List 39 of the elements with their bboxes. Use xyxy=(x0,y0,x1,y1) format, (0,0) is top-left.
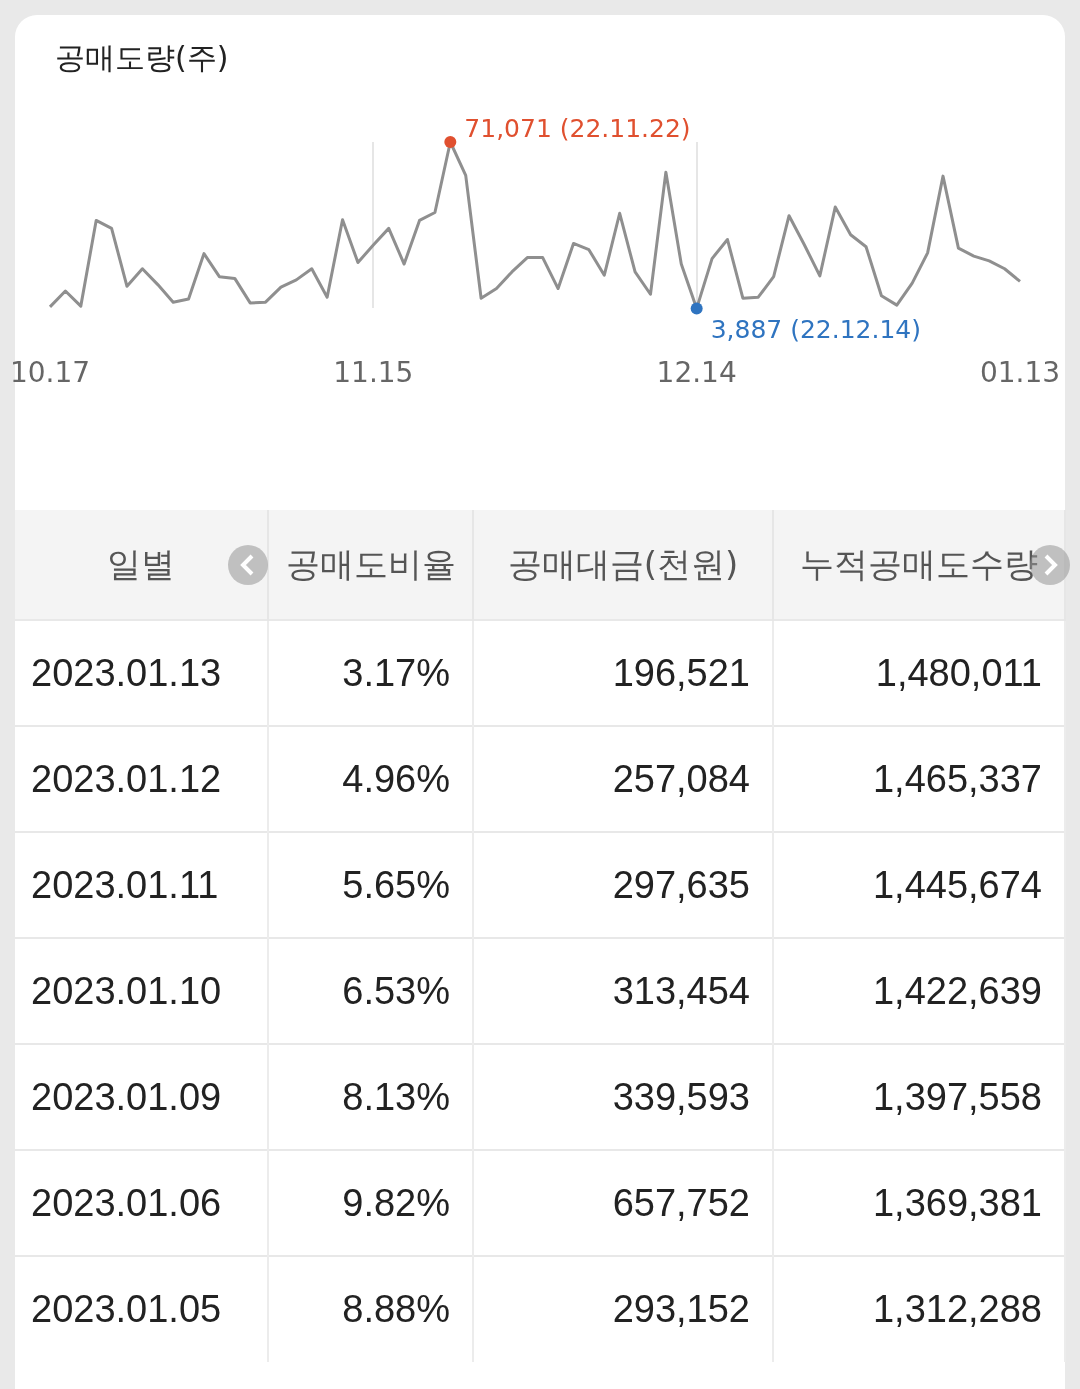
data-label: 5.65% xyxy=(268,832,473,938)
data-label: 339,593 xyxy=(473,1044,773,1150)
category-label: 2023.01.09 xyxy=(15,1044,268,1150)
data-label: 293,152 xyxy=(473,1256,773,1362)
data-label: 1,312,288 xyxy=(773,1256,1065,1362)
data-label: 1,422,639 xyxy=(773,938,1065,1044)
data-label: 8.88% xyxy=(268,1256,473,1362)
data-label: 1,480,011 xyxy=(773,620,1065,726)
category-label: 2023.01.11 xyxy=(15,832,268,938)
chart-title: 공매도량(주) xyxy=(55,39,229,77)
data-label: 6.53% xyxy=(268,938,473,1044)
data-label: 9.82% xyxy=(268,1150,473,1256)
category-label: 2023.01.10 xyxy=(15,938,268,1044)
data-label: 313,454 xyxy=(473,938,773,1044)
category-label: 2023.01.05 xyxy=(15,1256,268,1362)
x-tick-label: 01.13 xyxy=(979,356,1061,390)
x-tick-label: 11.15 xyxy=(333,356,414,390)
text: 공매대금(천원) xyxy=(473,510,773,620)
data-label: 257,084 xyxy=(473,726,773,832)
x-tick-label: 10.17 xyxy=(9,356,91,390)
legend-label: 공매도비율 xyxy=(268,510,473,620)
data-label: 71,071 (22.11.22) xyxy=(464,113,691,143)
data-label: 4.96% xyxy=(268,726,473,832)
data-label: 1,369,381 xyxy=(773,1150,1065,1256)
text: 일별 xyxy=(15,510,268,620)
x-tick-label: 12.14 xyxy=(656,356,737,390)
data-label: 297,635 xyxy=(473,832,773,938)
text: 누적공매도수량 xyxy=(773,510,1065,620)
data-label: 657,752 xyxy=(473,1150,773,1256)
data-label: 196,521 xyxy=(473,620,773,726)
category-label: 2023.01.12 xyxy=(15,726,268,832)
data-label: 1,465,337 xyxy=(773,726,1065,832)
data-label: 3,887 (22.12.14) xyxy=(710,314,922,344)
data-label: 1,445,674 xyxy=(773,832,1065,938)
data-label: 1,397,558 xyxy=(773,1044,1065,1150)
category-label: 2023.01.13 xyxy=(15,620,268,726)
data-label: 3.17% xyxy=(268,620,473,726)
data-label: 8.13% xyxy=(268,1044,473,1150)
category-label: 2023.01.06 xyxy=(15,1150,268,1256)
